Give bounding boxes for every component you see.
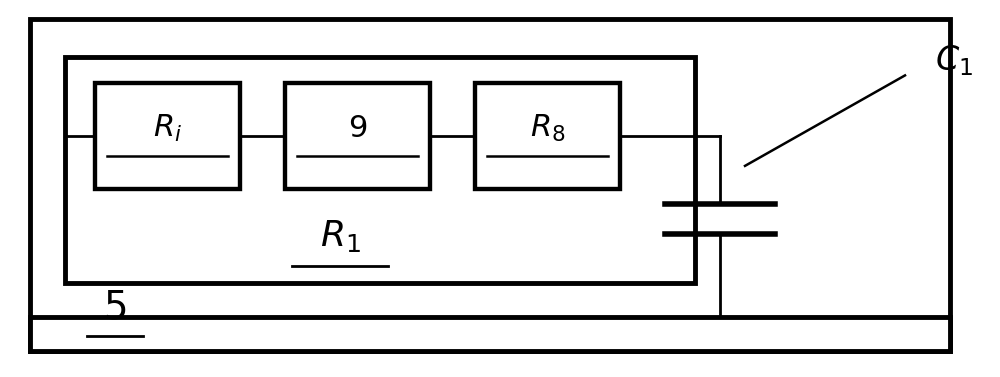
Text: $R_{8}$: $R_{8}$: [530, 113, 565, 144]
Text: $9$: $9$: [348, 113, 367, 144]
Bar: [95, 83, 240, 188]
Bar: [285, 83, 430, 188]
Bar: [30, 317, 950, 351]
Text: $R_{i}$: $R_{i}$: [153, 113, 182, 144]
Bar: [65, 57, 695, 283]
Text: $R_1$: $R_1$: [320, 218, 360, 254]
Text: $C_1$: $C_1$: [935, 43, 973, 78]
Text: $5$: $5$: [103, 288, 127, 326]
Bar: [30, 19, 950, 351]
Bar: [475, 83, 620, 188]
